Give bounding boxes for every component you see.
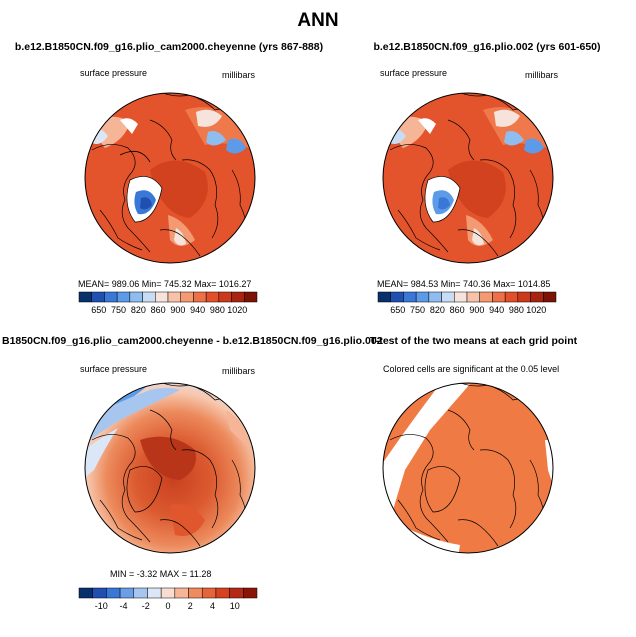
panel-3-units-label: millibars: [222, 366, 256, 376]
colorbar-swatch: [415, 291, 430, 303]
colorbar-swatch: [116, 291, 131, 303]
colorbar-swatch: [504, 291, 519, 303]
panel-1-units-label: millibars: [222, 70, 256, 80]
colorbar-swatch: [129, 291, 143, 303]
colorbar-swatch: [377, 291, 391, 303]
colorbar-tick-label: 900: [469, 305, 484, 315]
colorbar-swatch: [454, 291, 468, 303]
colorbar-tick-label: -2: [142, 601, 150, 611]
colorbar-swatch: [167, 291, 181, 303]
colorbar-swatch: [243, 587, 258, 599]
colorbar-swatch: [530, 291, 544, 303]
colorbar-swatch: [201, 587, 217, 599]
panel-3-variable-label: surface pressure: [80, 364, 148, 374]
colorbar-tick-label: 0: [165, 601, 170, 611]
panel-2-stats: MEAN= 984.53 Min= 740.36 Max= 1014.85: [377, 279, 551, 289]
colorbar-swatch: [142, 291, 156, 303]
panel-3-colorbar: -10 -4 -2 0 2 4 10: [78, 587, 258, 611]
panel-2-units-label: millibars: [525, 70, 559, 80]
colorbar-swatch: [244, 291, 258, 303]
panel-1-colorbar: 650 750 820 860 900 940 980 1020: [78, 291, 258, 315]
main-title: ANN: [297, 10, 339, 31]
colorbar-swatch: [91, 291, 105, 303]
colorbar-tick-label: 820: [131, 305, 146, 315]
colorbar-tick-label: 820: [430, 305, 445, 315]
colorbar-swatch: [78, 291, 92, 303]
colorbar-swatch: [78, 587, 93, 599]
colorbar-swatch: [231, 291, 245, 303]
colorbar-swatch: [147, 587, 162, 599]
colorbar-tick-label: 4: [210, 601, 215, 611]
panel-2-title: b.e12.B1850CN.f09_g16.plio.002 (yrs 601-…: [373, 41, 601, 53]
colorbar-swatch: [188, 587, 203, 599]
colorbar-swatch: [390, 291, 404, 303]
colorbar-tick-label: -4: [119, 601, 127, 611]
panel-1-stats: MEAN= 989.06 Min= 745.32 Max= 1016.27: [78, 279, 252, 289]
colorbar-tick-label: 1020: [227, 305, 247, 315]
colorbar-tick-label: 860: [151, 305, 166, 315]
colorbar-swatch: [119, 587, 135, 599]
panel-2-variable-label: surface pressure: [380, 68, 448, 78]
panel-1-title: b.e12.B1850CN.f09_g16.plio_cam2000.cheye…: [14, 41, 324, 53]
colorbar-swatch: [174, 587, 189, 599]
colorbar-tick-label: 940: [190, 305, 205, 315]
colorbar-tick-label: -10: [95, 601, 108, 611]
colorbar-tick-label: 1020: [526, 305, 546, 315]
colorbar-swatch: [193, 291, 207, 303]
colorbar-swatch: [104, 291, 118, 303]
colorbar-tick-label: 750: [111, 305, 126, 315]
colorbar-swatch: [428, 291, 442, 303]
colorbar-tick-label: 650: [91, 305, 106, 315]
colorbar-tick-label: 2: [188, 601, 193, 611]
colorbar-tick-label: 940: [489, 305, 504, 315]
colorbar-swatch: [92, 587, 107, 599]
colorbar-swatch: [155, 291, 169, 303]
panel-4-note-label: Colored cells are significant at the 0.0…: [383, 364, 560, 374]
colorbar-tick-label: 10: [230, 601, 240, 611]
panel-3-title: B1850CN.f09_g16.plio_cam2000.cheyenne - …: [2, 335, 383, 347]
colorbar-swatch: [106, 587, 121, 599]
colorbar-swatch: [403, 291, 417, 303]
colorbar-swatch: [517, 291, 531, 303]
colorbar-swatch: [215, 587, 230, 599]
colorbar-swatch: [441, 291, 455, 303]
colorbar-swatch: [479, 291, 493, 303]
panel-3-map: [84, 382, 256, 554]
colorbar-swatch: [543, 291, 557, 303]
colorbar-swatch: [466, 291, 480, 303]
panel-4-title: T-test of the two means at each grid poi…: [370, 335, 578, 347]
colorbar-swatch: [160, 587, 176, 599]
panel-3-stats: MIN = -3.32 MAX = 11.28: [110, 569, 212, 579]
colorbar-tick-label: 980: [210, 305, 225, 315]
panel-4-map: [382, 382, 554, 554]
panel-1-map: [84, 92, 256, 264]
colorbar-swatch: [492, 291, 506, 303]
colorbar-tick-label: 650: [390, 305, 405, 315]
colorbar-swatch: [180, 291, 194, 303]
panel-1-variable-label: surface pressure: [80, 68, 148, 78]
colorbar-swatch: [205, 291, 220, 303]
panel-2-map: [382, 92, 554, 264]
panel-2-colorbar: 650 750 820 860 900 940 980 1020: [377, 291, 557, 315]
colorbar-tick-label: 900: [170, 305, 185, 315]
colorbar-tick-label: 980: [509, 305, 524, 315]
colorbar-swatch: [133, 587, 148, 599]
colorbar-swatch: [218, 291, 232, 303]
colorbar-tick-label: 860: [450, 305, 465, 315]
colorbar-swatch: [229, 587, 244, 599]
colorbar-tick-label: 750: [410, 305, 425, 315]
